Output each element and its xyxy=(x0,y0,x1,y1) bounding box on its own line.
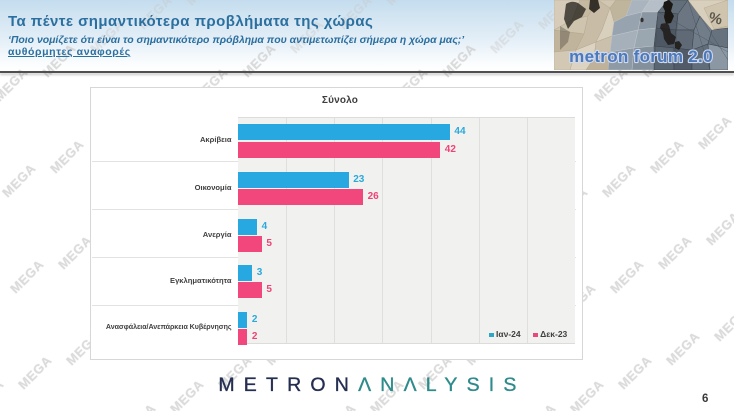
svg-text:%: % xyxy=(707,9,724,28)
svg-text:metron forum 2.0: metron forum 2.0 xyxy=(569,47,713,66)
